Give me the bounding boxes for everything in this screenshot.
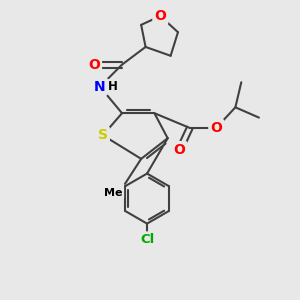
Text: S: S <box>98 128 108 142</box>
Text: Cl: Cl <box>140 233 154 246</box>
Text: O: O <box>88 58 100 72</box>
Text: N: N <box>94 80 106 94</box>
Text: O: O <box>173 143 185 157</box>
Text: H: H <box>108 80 118 93</box>
Text: Me: Me <box>104 188 122 198</box>
Text: O: O <box>210 121 222 135</box>
Text: O: O <box>154 9 166 23</box>
